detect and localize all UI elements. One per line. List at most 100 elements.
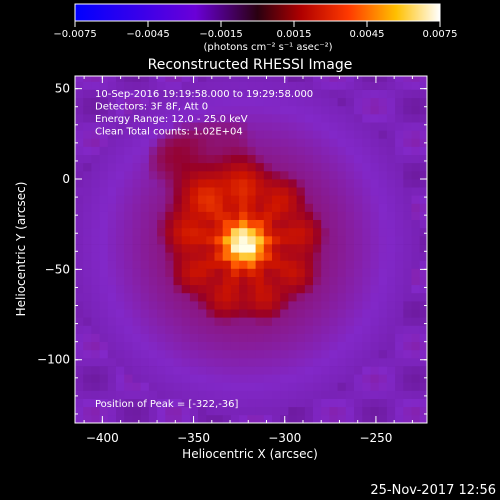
heatmap-pixel	[91, 398, 100, 408]
heatmap-pixel	[230, 366, 240, 375]
heatmap-pixel	[321, 309, 330, 318]
heatmap-pixel	[239, 138, 248, 147]
heatmap-pixel	[419, 382, 427, 391]
heatmap-pixel	[181, 179, 191, 188]
heatmap-pixel	[157, 252, 166, 261]
heatmap-pixel	[419, 97, 427, 107]
heatmap-pixel	[239, 317, 248, 326]
heatmap-pixel	[181, 211, 191, 220]
heatmap-pixel	[239, 398, 248, 408]
heatmap-pixel	[288, 97, 297, 107]
heatmap-pixel	[419, 89, 427, 99]
heatmap-pixel	[345, 187, 355, 196]
heatmap-pixel	[239, 122, 248, 131]
heatmap-pixel	[107, 252, 117, 261]
heatmap-pixel	[214, 406, 224, 416]
heatmap-pixel	[280, 195, 289, 204]
heatmap-pixel	[222, 366, 232, 375]
heatmap-pixel	[345, 268, 355, 277]
heatmap-pixel	[83, 309, 92, 318]
heatmap-pixel	[403, 81, 412, 90]
heatmap-pixel	[403, 292, 412, 302]
heatmap-pixel	[272, 154, 281, 164]
heatmap-pixel	[304, 227, 314, 237]
heatmap-pixel	[411, 366, 421, 375]
heatmap-pixel	[239, 130, 248, 139]
heatmap-pixel	[107, 227, 117, 237]
heatmap-pixel	[157, 374, 166, 383]
heatmap-pixel	[157, 89, 166, 99]
heatmap-pixel	[148, 105, 158, 115]
heatmap-pixel	[362, 284, 371, 294]
heatmap-pixel	[288, 382, 297, 391]
heatmap-pixel	[214, 227, 224, 237]
heatmap-pixel	[157, 276, 166, 286]
heatmap-pixel	[222, 81, 232, 90]
heatmap-pixel	[354, 309, 363, 318]
heatmap-pixel	[255, 89, 265, 99]
heatmap-pixel	[345, 349, 355, 359]
heatmap-pixel	[329, 187, 338, 196]
heatmap-pixel	[75, 105, 84, 115]
heatmap-pixel	[386, 414, 396, 423]
heatmap-pixel	[395, 130, 404, 139]
heatmap-pixel	[272, 398, 281, 408]
heatmap-pixel	[75, 146, 84, 155]
heatmap-pixel	[395, 244, 404, 253]
heatmap-pixel	[214, 130, 224, 139]
heatmap-pixel	[386, 301, 396, 310]
heatmap-pixel	[124, 374, 133, 383]
heatmap-pixel	[198, 170, 207, 180]
heatmap-pixel	[230, 292, 240, 302]
heatmap-pixel	[165, 244, 174, 253]
heatmap-pixel	[263, 260, 273, 269]
colorbar-tick-label: 0.0075	[423, 29, 458, 40]
heatmap-pixel	[157, 292, 166, 302]
heatmap-pixel	[83, 227, 92, 237]
heatmap-pixel	[148, 195, 158, 204]
heatmap-pixel	[239, 219, 248, 229]
heatmap-pixel	[255, 138, 265, 147]
heatmap-pixel	[329, 154, 338, 164]
heatmap-pixel	[403, 138, 412, 147]
heatmap-pixel	[296, 244, 306, 253]
heatmap-pixel	[255, 301, 265, 310]
heatmap-pixel	[148, 325, 158, 334]
heatmap-pixel	[230, 382, 240, 391]
heatmap-pixel	[345, 146, 355, 155]
heatmap-pixel	[272, 349, 281, 359]
heatmap-pixel	[116, 301, 125, 310]
heatmap-pixel	[198, 260, 207, 269]
heatmap-pixel	[354, 268, 363, 277]
heatmap-pixel	[181, 76, 191, 82]
heatmap-pixel	[263, 252, 273, 261]
heatmap-pixel	[107, 341, 117, 351]
heatmap-pixel	[230, 203, 240, 212]
heatmap-pixel	[255, 276, 265, 286]
heatmap-pixel	[230, 268, 240, 277]
heatmap-pixel	[362, 349, 371, 359]
heatmap-pixel	[214, 292, 224, 302]
heatmap-pixel	[116, 252, 125, 261]
heatmap-pixel	[395, 105, 404, 115]
heatmap-pixel	[419, 179, 427, 188]
heatmap-pixel	[157, 203, 166, 212]
heatmap-pixel	[288, 162, 297, 172]
y-axis-label: Heliocentric Y (arcsec)	[14, 182, 28, 317]
heatmap-pixel	[255, 179, 265, 188]
heatmap-pixel	[83, 179, 92, 188]
heatmap-pixel	[337, 366, 347, 375]
heatmap-pixel	[214, 114, 224, 123]
heatmap-pixel	[296, 187, 306, 196]
heatmap-pixel	[124, 130, 133, 139]
heatmap-pixel	[181, 382, 191, 391]
heatmap-pixel	[304, 309, 314, 318]
heatmap-pixel	[304, 97, 314, 107]
heatmap-pixel	[132, 235, 142, 245]
heatmap-pixel	[165, 122, 174, 131]
heatmap-pixel	[107, 203, 117, 212]
heatmap-pixel	[230, 105, 240, 115]
heatmap-pixel	[165, 105, 174, 115]
heatmap-pixel	[272, 114, 281, 123]
heatmap-pixel	[272, 390, 281, 399]
